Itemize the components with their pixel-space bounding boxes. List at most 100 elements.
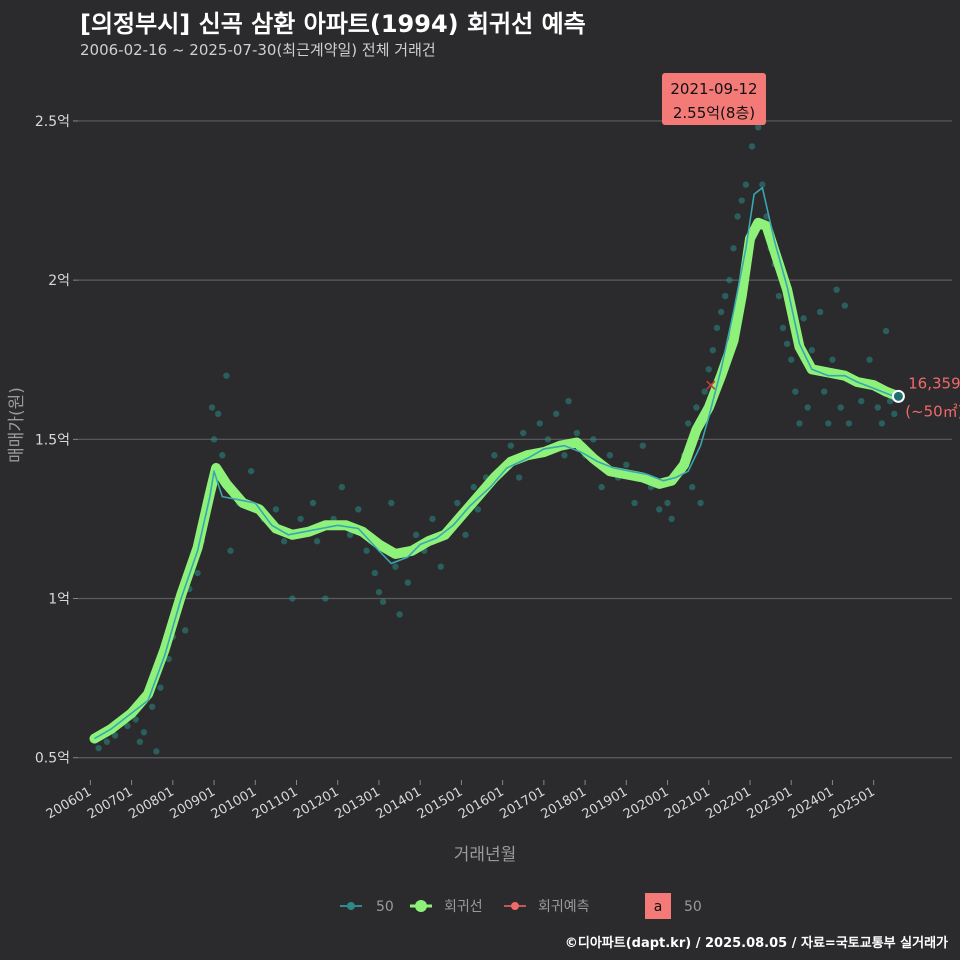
- transaction-point: [882, 327, 890, 335]
- transaction-point: [845, 420, 853, 427]
- transaction-point: [346, 531, 354, 539]
- transaction-point: [590, 436, 597, 443]
- transaction-point: [247, 467, 255, 475]
- transaction-point: [396, 611, 403, 618]
- x-tick-label: 201601: [456, 784, 506, 822]
- x-tick-label: 200801: [126, 784, 176, 822]
- transaction-point: [738, 197, 745, 204]
- x-tick-label: 202201: [704, 784, 754, 822]
- transaction-point: [157, 684, 164, 691]
- transaction-point: [181, 627, 189, 634]
- legend-key-moving-average-dot: [347, 902, 355, 910]
- transaction-point: [544, 436, 552, 443]
- transaction-point: [338, 483, 346, 491]
- transaction-point: [713, 324, 721, 332]
- x-tick-label: 200701: [85, 784, 135, 822]
- transaction-point: [437, 563, 444, 570]
- transaction-point: [866, 356, 873, 363]
- transaction-point: [223, 372, 230, 379]
- transaction-point: [684, 420, 692, 427]
- transaction-point: [470, 483, 477, 491]
- transaction-point: [734, 213, 741, 220]
- transaction-point: [631, 499, 638, 507]
- transaction-point: [297, 515, 304, 523]
- transaction-point: [837, 404, 844, 411]
- peak-price-label: 2.55억(8층): [673, 104, 755, 122]
- transaction-point: [808, 346, 816, 354]
- transaction-point: [816, 308, 824, 316]
- transaction-point: [309, 499, 317, 507]
- x-tick-label: 202501: [827, 784, 877, 822]
- transaction-point: [214, 410, 222, 418]
- transaction-point: [322, 595, 329, 602]
- transaction-point: [111, 732, 119, 739]
- transaction-point: [748, 143, 756, 150]
- chart-subtitle: 2006-02-16 ~ 2025-07-30(최근계약일) 전체 거래건: [80, 41, 436, 59]
- transaction-point: [717, 308, 725, 316]
- transaction-point: [149, 703, 156, 710]
- transaction-point: [742, 181, 750, 188]
- transaction-point: [507, 442, 515, 449]
- transaction-point: [858, 397, 865, 405]
- transaction-point: [573, 429, 581, 437]
- transaction-point: [404, 579, 412, 586]
- latest-price-label: 16,359: [908, 374, 960, 392]
- transaction-point: [829, 356, 836, 363]
- x-tick-label: 201501: [415, 784, 465, 822]
- peak-callout-box: [661, 73, 766, 125]
- x-tick-label: 201201: [291, 784, 341, 822]
- transaction-point: [153, 748, 160, 755]
- transaction-point: [701, 388, 708, 395]
- transaction-point: [639, 442, 647, 449]
- transaction-point: [709, 346, 717, 354]
- y-tick-label: 2.5억: [35, 114, 70, 130]
- transaction-point: [491, 452, 498, 459]
- transaction-point: [208, 404, 216, 411]
- transaction-point: [878, 420, 886, 427]
- transaction-point: [796, 420, 803, 427]
- transaction-point: [804, 404, 811, 411]
- x-tick-label: 201701: [497, 784, 547, 822]
- transaction-point: [272, 506, 280, 513]
- transaction-point: [371, 569, 379, 577]
- transaction-point: [833, 286, 840, 293]
- transaction-point: [536, 420, 543, 427]
- legend-key-label-box: [645, 893, 671, 919]
- transaction-point: [722, 292, 729, 300]
- transaction-point: [355, 506, 362, 513]
- x-tick-label: 201801: [539, 784, 589, 822]
- peak-date-label: 2021-09-12: [670, 80, 757, 98]
- transaction-point: [132, 716, 139, 723]
- transaction-point: [891, 410, 898, 418]
- regression-line: [89, 217, 900, 744]
- latest-transaction-marker: [891, 389, 905, 403]
- transaction-point: [103, 738, 111, 745]
- transaction-point: [825, 420, 832, 427]
- transaction-point: [874, 404, 881, 411]
- x-tick-label: 202401: [786, 784, 836, 822]
- legend-label-moving-average: 50: [376, 899, 394, 915]
- transaction-point: [668, 515, 675, 523]
- y-tick-label: 0.5억: [35, 751, 70, 767]
- legend-key-regression-dot: [415, 900, 427, 912]
- transaction-point: [886, 397, 894, 405]
- transaction-point: [289, 595, 296, 602]
- transaction-point: [227, 547, 234, 554]
- x-tick-label: 202101: [662, 784, 712, 822]
- x-axis-title: 거래년월: [454, 845, 517, 865]
- transaction-point: [553, 410, 560, 418]
- transaction-point: [606, 452, 614, 459]
- transaction-point: [693, 404, 700, 411]
- chart-title: [의정부시] 신곡 삼환 아파트(1994) 회귀선 예측: [80, 10, 586, 38]
- transaction-point: [375, 588, 383, 596]
- legend-key-label-glyph: a: [654, 899, 663, 915]
- transaction-point: [755, 124, 762, 131]
- transaction-point: [656, 506, 663, 513]
- transaction-point: [705, 366, 712, 373]
- transaction-point: [388, 499, 395, 507]
- transaction-point: [788, 356, 795, 363]
- transaction-point: [392, 563, 399, 570]
- transaction-point: [598, 483, 605, 491]
- transaction-point: [124, 722, 131, 730]
- x-tick-label: 200901: [168, 784, 218, 822]
